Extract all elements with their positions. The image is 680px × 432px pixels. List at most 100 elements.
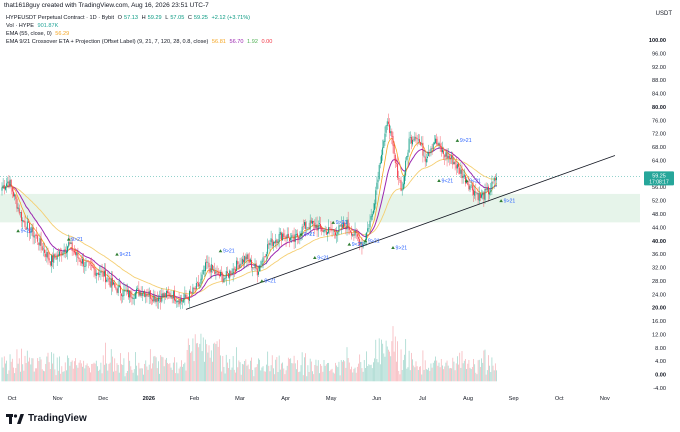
volume-bar bbox=[77, 367, 79, 382]
volume-bar bbox=[492, 365, 494, 382]
volume-bar bbox=[62, 371, 64, 382]
candle-body bbox=[206, 261, 208, 263]
candle-body bbox=[231, 273, 233, 274]
volume-bar bbox=[252, 369, 254, 382]
crossover-label: 9<21 bbox=[21, 229, 33, 235]
volume-bar bbox=[206, 344, 208, 382]
candle-body bbox=[49, 261, 51, 266]
candle-body bbox=[25, 227, 27, 230]
candle-body bbox=[38, 242, 40, 245]
volume-bar bbox=[18, 358, 20, 382]
volume-bar bbox=[419, 366, 420, 382]
candle-body bbox=[201, 274, 203, 280]
volume-bar bbox=[149, 349, 151, 382]
candle-body bbox=[394, 154, 396, 164]
legend-symbol-row[interactable]: HYPEUSDT Perpetual Contract · 1D · Bybit… bbox=[6, 14, 274, 22]
volume-bar bbox=[129, 360, 131, 382]
candle-body bbox=[322, 230, 324, 232]
volume-bar bbox=[466, 368, 467, 382]
volume-bar bbox=[427, 369, 428, 382]
volume-bar bbox=[407, 367, 409, 382]
candle-body bbox=[448, 155, 450, 159]
candle-body bbox=[436, 138, 438, 145]
candle-body bbox=[306, 227, 308, 229]
volume-label: Vol · HYPE bbox=[6, 23, 34, 29]
volume-bar bbox=[351, 366, 352, 382]
candle-body bbox=[239, 263, 241, 268]
candle-body bbox=[277, 241, 279, 244]
volume-bar bbox=[331, 368, 333, 382]
volume-bar bbox=[384, 356, 386, 382]
volume-bar bbox=[296, 369, 297, 382]
volume-bar bbox=[230, 369, 232, 382]
candle-body bbox=[290, 237, 292, 241]
volume-bar bbox=[14, 373, 16, 382]
volume-bar bbox=[290, 358, 292, 382]
volume-bar bbox=[355, 372, 357, 382]
candle-body bbox=[221, 272, 223, 274]
candle-body bbox=[271, 239, 273, 246]
volume-bar bbox=[67, 355, 68, 382]
volume-bar bbox=[385, 340, 387, 382]
candle-body bbox=[169, 293, 171, 298]
candle-body bbox=[320, 224, 321, 228]
candle-body bbox=[193, 288, 195, 289]
legend-volume-row[interactable]: Vol · HYPE 901.87K bbox=[6, 22, 274, 30]
crossover-marker bbox=[331, 220, 335, 224]
volume-bar bbox=[131, 369, 133, 382]
volume-bar bbox=[458, 364, 459, 382]
candle-body bbox=[94, 268, 96, 276]
volume-bar bbox=[444, 366, 446, 382]
price-tick: -4.00 bbox=[653, 386, 666, 392]
crossover-marker bbox=[218, 249, 223, 253]
candle-body bbox=[192, 287, 194, 294]
volume-bar bbox=[394, 336, 396, 382]
candle-body bbox=[405, 160, 407, 176]
candle-body bbox=[10, 179, 12, 187]
legend-ema-row[interactable]: EMA (55, close, 0) 56.29 bbox=[6, 30, 274, 38]
volume-bar bbox=[94, 363, 96, 382]
legend-crossover-row[interactable]: EMA 9/21 Crossover ETA + Projection (Off… bbox=[6, 38, 274, 46]
candle-body bbox=[240, 264, 242, 266]
volume-bar bbox=[415, 361, 417, 382]
candle-body bbox=[490, 189, 492, 193]
candle-body bbox=[373, 210, 374, 214]
candle-body bbox=[131, 296, 133, 299]
volume-bar bbox=[21, 348, 22, 382]
volume-bar bbox=[299, 371, 301, 382]
candle-body bbox=[376, 182, 378, 190]
candle-body bbox=[460, 169, 462, 174]
candle-body bbox=[59, 251, 60, 256]
volume-bar bbox=[87, 366, 89, 382]
candle-body bbox=[466, 181, 468, 184]
volume-value: 901.87K bbox=[37, 23, 59, 29]
tradingview-logo[interactable]: TradingView bbox=[6, 413, 87, 424]
candle-body bbox=[121, 293, 123, 297]
candle-body bbox=[455, 165, 457, 169]
volume-bar bbox=[122, 364, 124, 382]
volume-bar bbox=[61, 366, 63, 382]
candle-body bbox=[61, 251, 63, 256]
candle-body bbox=[55, 258, 57, 260]
volume-bar bbox=[130, 366, 132, 382]
volume-bar bbox=[102, 355, 104, 382]
candle-body bbox=[199, 284, 201, 287]
time-axis: Oct Nov Dec 2026 Feb Mar Apr May Jun Jul Aug Sep Oct… bbox=[8, 396, 610, 402]
candle-body bbox=[189, 290, 190, 301]
candle-body bbox=[228, 273, 229, 278]
candle-body bbox=[225, 271, 227, 279]
candle-body bbox=[2, 185, 4, 188]
volume-bar bbox=[33, 371, 35, 382]
candle-body bbox=[74, 250, 75, 253]
volume-bar bbox=[336, 365, 338, 382]
ascending-trendline bbox=[185, 155, 616, 310]
volume-bar bbox=[66, 370, 67, 382]
price-tick: 76.00 bbox=[652, 118, 666, 124]
ema-label: EMA (55, close, 0) bbox=[6, 31, 52, 37]
volume-bar bbox=[347, 358, 349, 382]
candle-body bbox=[190, 291, 192, 293]
candle-body bbox=[445, 152, 447, 157]
candle-body bbox=[427, 156, 428, 158]
candle-body bbox=[467, 181, 469, 185]
